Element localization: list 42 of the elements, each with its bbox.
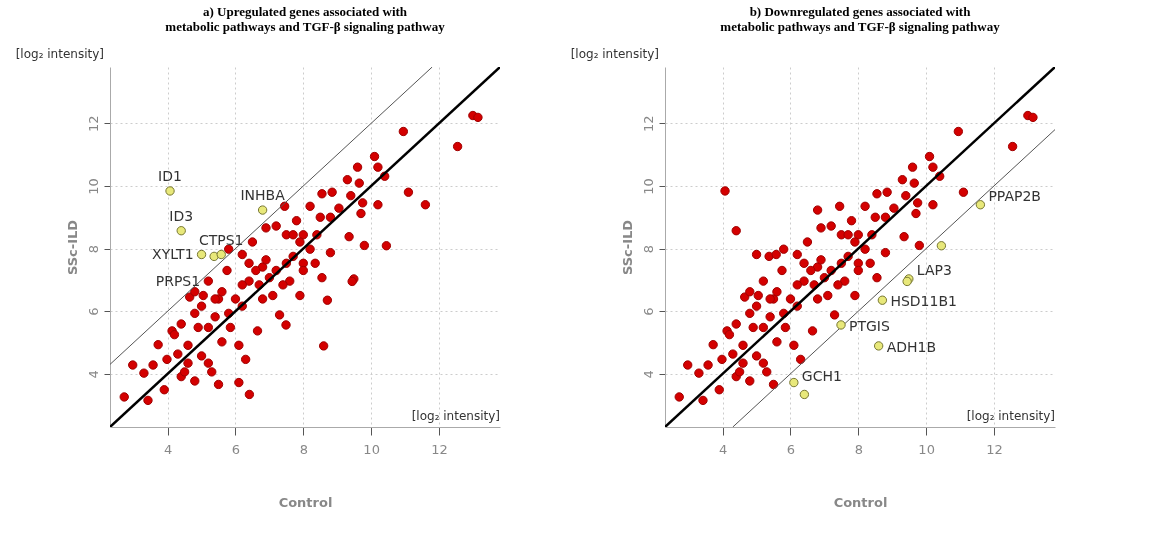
y-tick-label: 10 (640, 178, 656, 195)
annotation: PTGIS (849, 317, 890, 334)
text: [log₂ intensity] (570, 47, 659, 61)
annotation: [log₂ intensity] (411, 409, 500, 423)
x-tick-label: 6 (231, 441, 241, 457)
x-tick-label: 8 (854, 441, 863, 457)
annotation: LAP3 (916, 261, 952, 278)
text: [log₂ intensity] (15, 47, 104, 61)
y-tick-label: 8 (85, 244, 101, 254)
chart-title: a) Upregulated genes associated with metabolic pathways and TGF-β signaling pathway (165, 4, 446, 34)
x-axis-title: Control (278, 494, 333, 510)
annotation: INHBA (240, 187, 286, 204)
y-tick-label: 10 (85, 178, 101, 195)
x-tick-label: 10 (918, 441, 935, 457)
y-tick-label: 4 (640, 370, 656, 379)
x-axis-title: Control (833, 494, 888, 510)
x-tick-label: 4 (719, 441, 728, 457)
x-tick-label: 8 (299, 441, 308, 457)
y-tick-label: 6 (85, 307, 101, 316)
x-tick-label: 4 (164, 441, 173, 457)
y-axis-title: SSc-ILD (64, 219, 80, 276)
annotation: XYLT1 (152, 245, 194, 262)
y-axis-title: SSc-ILD (619, 219, 635, 276)
chart-title: b) Downregulated genes associated with metabolic pathways and TGF-β signaling pathway (720, 4, 1001, 34)
annotation: PPAP2B (988, 187, 1041, 204)
annotation: GCH1 (801, 367, 842, 384)
annotation: ADH1B (886, 338, 937, 355)
x-tick-label: 12 (986, 441, 1003, 457)
annotation: PRPS1 (155, 273, 201, 290)
y-tick-label: 12 (85, 115, 101, 133)
annotation: CTPS1 (198, 231, 244, 248)
y-tick-label: 6 (640, 307, 656, 316)
annotation: ID3 (169, 207, 194, 224)
x-tick-label: 6 (786, 441, 796, 457)
y-tick-label: 8 (640, 244, 656, 254)
annotation: [log₂ intensity] (966, 409, 1055, 423)
annotation: ID1 (158, 167, 182, 184)
x-tick-label: 10 (363, 441, 380, 457)
y-tick-label: 12 (640, 115, 656, 133)
x-tick-label: 12 (431, 441, 448, 457)
y-tick-label: 4 (85, 370, 101, 379)
annotation: HSD11B1 (890, 293, 957, 310)
